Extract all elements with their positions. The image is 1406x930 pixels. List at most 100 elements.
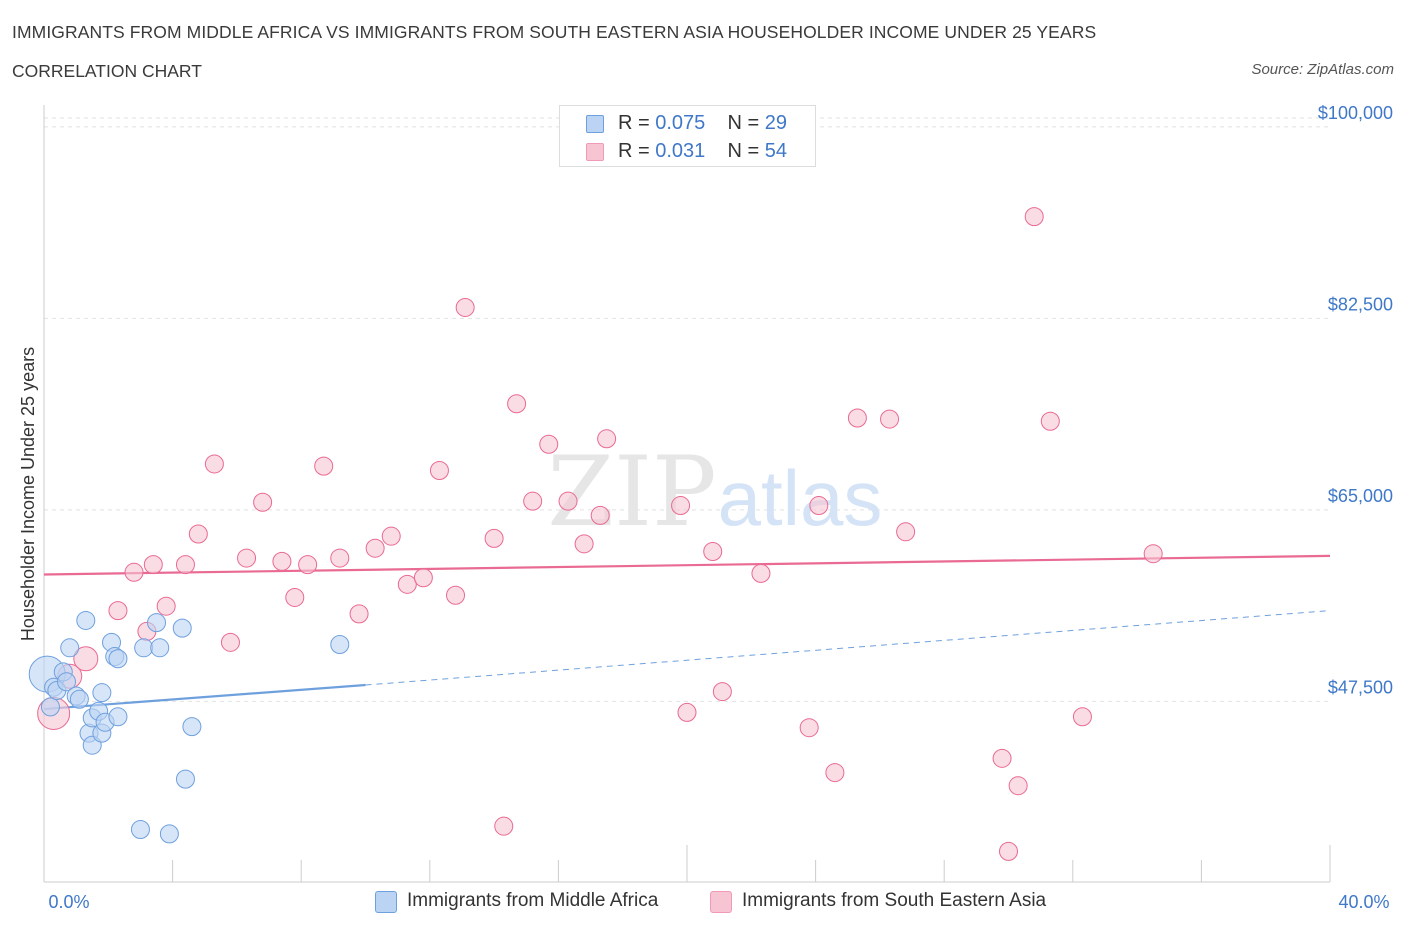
y-tick-labels: $47,500 $65,000 $82,500 $100,000 (1318, 103, 1393, 698)
data-point-south-eastern-asia (1024, 207, 1044, 227)
legend-swatch-pink (586, 143, 604, 161)
data-point-south-eastern-asia (1040, 411, 1060, 431)
gridlines (44, 117, 1330, 702)
data-point-south-eastern-asia (896, 522, 916, 542)
data-point-south-eastern-asia (124, 562, 144, 582)
data-point-middle-africa (150, 638, 170, 658)
data-point-middle-africa (108, 707, 128, 727)
data-point-south-eastern-asia (1008, 776, 1028, 796)
data-point-south-eastern-asia (143, 555, 163, 575)
watermark-atlas: atlas (718, 454, 883, 542)
legend-swatch-blue (586, 115, 604, 133)
data-point-south-eastern-asia (349, 604, 369, 624)
watermark: ZIP atlas (547, 436, 882, 548)
series-swatch-blue (375, 891, 397, 913)
series-label: Immigrants from South Eastern Asia (742, 890, 1047, 911)
n-label: N = (727, 112, 760, 134)
trend-lines (43, 554, 1331, 711)
r-value: 0.031 (655, 140, 706, 162)
scatter-points (28, 207, 1163, 861)
data-point-south-eastern-asia (799, 718, 819, 738)
r-label: R = (618, 140, 650, 162)
source-credit: Source: ZipAtlas.com (1251, 61, 1394, 78)
data-point-south-eastern-asia (484, 528, 504, 548)
x-tick-label-min: 0.0% (48, 892, 89, 912)
data-point-south-eastern-asia (446, 585, 466, 605)
trend-line-extension-0 (365, 610, 1331, 686)
data-point-south-eastern-asia (330, 548, 350, 568)
data-point-south-eastern-asia (597, 429, 617, 449)
y-axis-title: Householder Income Under 25 years (18, 347, 38, 641)
data-point-middle-africa (69, 689, 89, 709)
data-point-south-eastern-asia (590, 505, 610, 525)
data-point-south-eastern-asia (507, 394, 527, 414)
data-point-south-eastern-asia (253, 492, 273, 512)
watermark-zip: ZIP (547, 436, 716, 548)
data-point-south-eastern-asia (429, 461, 449, 481)
data-point-south-eastern-asia (397, 574, 417, 594)
data-point-middle-africa (134, 638, 154, 658)
data-point-south-eastern-asia (880, 409, 900, 429)
data-point-south-eastern-asia (494, 816, 514, 836)
data-point-south-eastern-asia (712, 682, 732, 702)
data-point-middle-africa (108, 649, 128, 669)
data-point-south-eastern-asia (314, 456, 334, 476)
data-point-south-eastern-asia (455, 297, 475, 317)
data-point-south-eastern-asia (298, 555, 318, 575)
series-swatch-pink (710, 891, 732, 913)
data-point-south-eastern-asia (175, 555, 195, 575)
data-point-south-eastern-asia (108, 601, 128, 621)
n-value: 29 (764, 112, 788, 134)
trend-line-1 (43, 554, 1331, 576)
data-point-middle-africa (172, 618, 192, 638)
data-point-south-eastern-asia (220, 632, 240, 652)
chart-subtitle: CORRELATION CHART (12, 61, 202, 81)
data-point-south-eastern-asia (1072, 707, 1092, 727)
data-point-middle-africa (92, 683, 112, 703)
data-point-middle-africa (330, 635, 350, 655)
data-point-south-eastern-asia (204, 454, 224, 474)
data-point-south-eastern-asia (523, 491, 543, 511)
data-point-south-eastern-asia (188, 524, 208, 544)
data-point-south-eastern-asia (825, 763, 845, 783)
data-point-south-eastern-asia (365, 538, 385, 558)
n-value: 54 (764, 140, 788, 162)
data-point-south-eastern-asia (992, 748, 1012, 768)
chart-title: IMMIGRANTS FROM MIDDLE AFRICA VS IMMIGRA… (12, 22, 1097, 42)
data-point-middle-africa (130, 819, 150, 839)
data-point-south-eastern-asia (285, 587, 305, 607)
r-label: R = (618, 112, 650, 134)
data-point-south-eastern-asia (677, 702, 697, 722)
x-ticks (43, 845, 1331, 882)
data-point-south-eastern-asia (574, 534, 594, 554)
data-point-middle-africa (182, 717, 202, 737)
data-point-middle-africa (60, 638, 80, 658)
data-point-middle-africa (76, 610, 96, 630)
x-tick-label-max: 40.0% (1338, 892, 1389, 912)
data-point-south-eastern-asia (703, 542, 723, 562)
data-point-south-eastern-asia (999, 841, 1018, 861)
data-point-middle-africa (57, 672, 77, 692)
data-point-south-eastern-asia (809, 496, 829, 516)
data-point-south-eastern-asia (156, 596, 176, 616)
data-point-south-eastern-asia (671, 496, 691, 516)
correlation-legend: R = 0.075 N = 29 R = 0.031 N = 54 (559, 105, 816, 167)
data-point-south-eastern-asia (73, 646, 99, 672)
y-tick-label: $65,000 (1328, 486, 1393, 506)
data-point-south-eastern-asia (1143, 544, 1163, 564)
y-tick-label: $100,000 (1318, 103, 1393, 123)
data-point-middle-africa (147, 613, 167, 633)
data-point-south-eastern-asia (237, 548, 257, 568)
data-point-south-eastern-asia (381, 526, 401, 546)
data-point-middle-africa (40, 697, 60, 717)
data-point-south-eastern-asia (413, 568, 433, 588)
data-point-south-eastern-asia (558, 491, 578, 511)
r-value: 0.075 (655, 112, 706, 134)
y-tick-label: $47,500 (1328, 677, 1393, 697)
data-point-south-eastern-asia (751, 563, 771, 583)
data-point-south-eastern-asia (272, 551, 292, 571)
data-point-south-eastern-asia (847, 408, 867, 428)
series-label: Immigrants from Middle Africa (407, 890, 659, 911)
data-point-south-eastern-asia (539, 434, 559, 454)
data-point-middle-africa (175, 769, 195, 789)
